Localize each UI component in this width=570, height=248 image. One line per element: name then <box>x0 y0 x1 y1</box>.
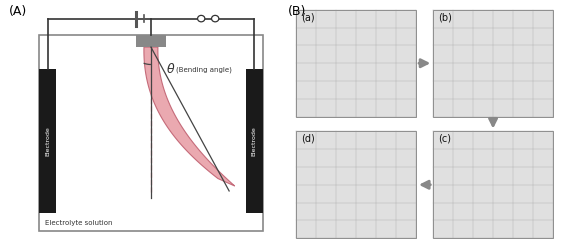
Text: (b): (b) <box>438 12 452 22</box>
Text: Electrode: Electrode <box>45 126 50 156</box>
Circle shape <box>211 15 219 22</box>
Text: (d): (d) <box>302 134 315 144</box>
Bar <box>433 10 553 117</box>
Text: (Bending angle): (Bending angle) <box>176 66 232 73</box>
Text: θ: θ <box>166 63 174 76</box>
Bar <box>296 10 416 117</box>
Text: Electrode: Electrode <box>252 126 256 156</box>
Text: Electrolyte solution: Electrolyte solution <box>45 220 112 226</box>
Bar <box>136 35 166 47</box>
Bar <box>39 35 263 231</box>
Polygon shape <box>144 47 235 186</box>
Text: (c): (c) <box>438 134 451 144</box>
Bar <box>296 131 416 238</box>
Bar <box>246 69 263 213</box>
Text: (B): (B) <box>288 5 306 18</box>
Bar <box>39 69 56 213</box>
Circle shape <box>198 15 205 22</box>
Bar <box>433 131 553 238</box>
Text: (a): (a) <box>302 12 315 22</box>
Text: (A): (A) <box>9 5 27 18</box>
